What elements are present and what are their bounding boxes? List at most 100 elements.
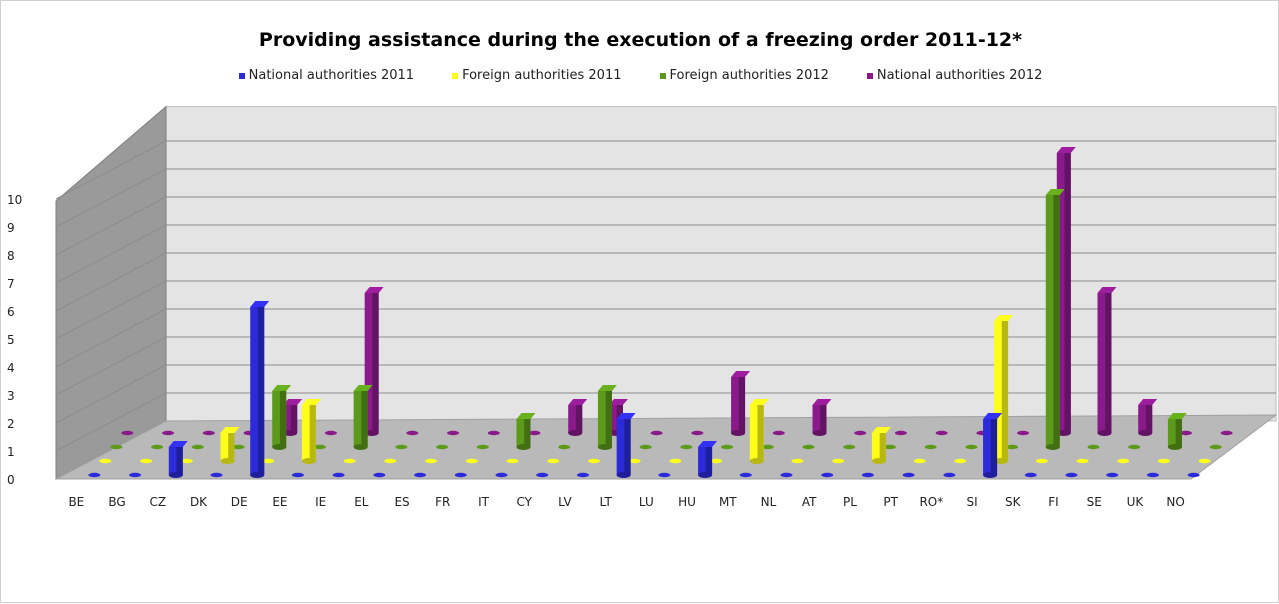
bar-bottom	[871, 458, 886, 464]
bar	[210, 472, 223, 478]
bar-bottom	[168, 472, 183, 478]
bar	[1157, 458, 1170, 464]
bar	[1017, 430, 1030, 436]
x-tick-label: MT	[719, 495, 737, 509]
bar-shade	[1175, 419, 1182, 447]
bar	[1045, 189, 1065, 450]
bar	[871, 427, 891, 464]
legend-item: Foreign authorities 2012	[659, 68, 829, 83]
bar-base	[99, 458, 112, 464]
bar	[250, 301, 270, 478]
bar	[832, 458, 845, 464]
bar-base	[1065, 472, 1078, 478]
bar-base	[883, 444, 896, 450]
bar-base	[739, 472, 752, 478]
bar-top	[1138, 399, 1158, 405]
bar-base	[780, 472, 793, 478]
bar	[854, 430, 867, 436]
bar-base	[547, 458, 560, 464]
bar-base	[924, 444, 937, 450]
x-tick-label: DE	[231, 495, 248, 509]
bar-top	[608, 399, 628, 405]
gridline	[55, 364, 167, 424]
bar-base	[1209, 444, 1222, 450]
bar	[162, 430, 175, 436]
bar	[232, 444, 245, 450]
x-tick-label: NO	[1166, 495, 1184, 509]
x-tick-label: RO*	[919, 495, 943, 509]
y-tick-label: 4	[7, 361, 15, 375]
bar-shade	[757, 405, 764, 461]
bar-bottom	[994, 458, 1009, 464]
bar-base	[414, 472, 427, 478]
bar	[506, 458, 519, 464]
bar	[536, 472, 549, 478]
gridline	[55, 224, 167, 284]
y-tick-label: 2	[7, 417, 15, 431]
legend-item: National authorities 2011	[238, 68, 415, 83]
bar-base	[772, 430, 785, 436]
bar	[140, 458, 153, 464]
bar-shade	[1105, 293, 1112, 433]
x-tick-label: EE	[272, 495, 287, 509]
x-tick-label: UK	[1127, 495, 1145, 509]
bar-top	[250, 301, 270, 307]
bar-base	[1106, 472, 1119, 478]
x-tick-label: CY	[516, 495, 532, 509]
bar-shade	[820, 405, 827, 433]
bar	[272, 385, 292, 450]
bar-shade	[309, 405, 316, 461]
bar-top	[994, 315, 1014, 321]
bar	[487, 430, 500, 436]
bar	[913, 458, 926, 464]
bar	[1209, 444, 1222, 450]
x-tick-label: SK	[1005, 495, 1022, 509]
bar-shade	[879, 433, 886, 461]
bar-top	[812, 399, 832, 405]
bar-base	[447, 430, 460, 436]
bar-base	[528, 430, 541, 436]
legend-item: National authorities 2012	[866, 68, 1042, 83]
bar	[110, 444, 123, 450]
bar-shade	[257, 307, 265, 475]
bar	[1056, 147, 1076, 436]
bar-base	[802, 444, 815, 450]
bar-base	[465, 458, 478, 464]
bar	[710, 458, 723, 464]
bar	[436, 444, 449, 450]
bar-base	[395, 444, 408, 450]
bar-base	[843, 444, 856, 450]
bar-top	[516, 413, 536, 419]
bar-bottom	[1097, 430, 1112, 436]
bar-top	[597, 385, 617, 391]
gridlines	[55, 140, 1276, 452]
bar-base	[88, 472, 101, 478]
bar-top	[616, 413, 636, 419]
bar-base	[262, 458, 275, 464]
legend-swatch	[659, 72, 666, 79]
bar	[1198, 458, 1211, 464]
bar	[954, 458, 967, 464]
bar	[406, 430, 419, 436]
x-tick-label: CZ	[149, 495, 166, 509]
bar-base	[180, 458, 193, 464]
bar-base	[1006, 444, 1019, 450]
bar	[454, 472, 467, 478]
bar-base	[965, 444, 978, 450]
bar	[691, 430, 704, 436]
bar	[698, 441, 718, 478]
bar-base	[151, 444, 164, 450]
bar-base	[1157, 458, 1170, 464]
bar-base	[913, 458, 926, 464]
bar	[353, 385, 373, 450]
bar-top	[749, 399, 769, 405]
bar-bottom	[731, 430, 746, 436]
bar-base	[202, 430, 215, 436]
bar-base	[791, 458, 804, 464]
bar	[639, 444, 652, 450]
bar-bottom	[616, 472, 631, 478]
bar-bottom	[698, 472, 713, 478]
bar	[180, 458, 193, 464]
gridline	[55, 392, 167, 452]
legend-label: National authorities 2011	[248, 68, 415, 83]
